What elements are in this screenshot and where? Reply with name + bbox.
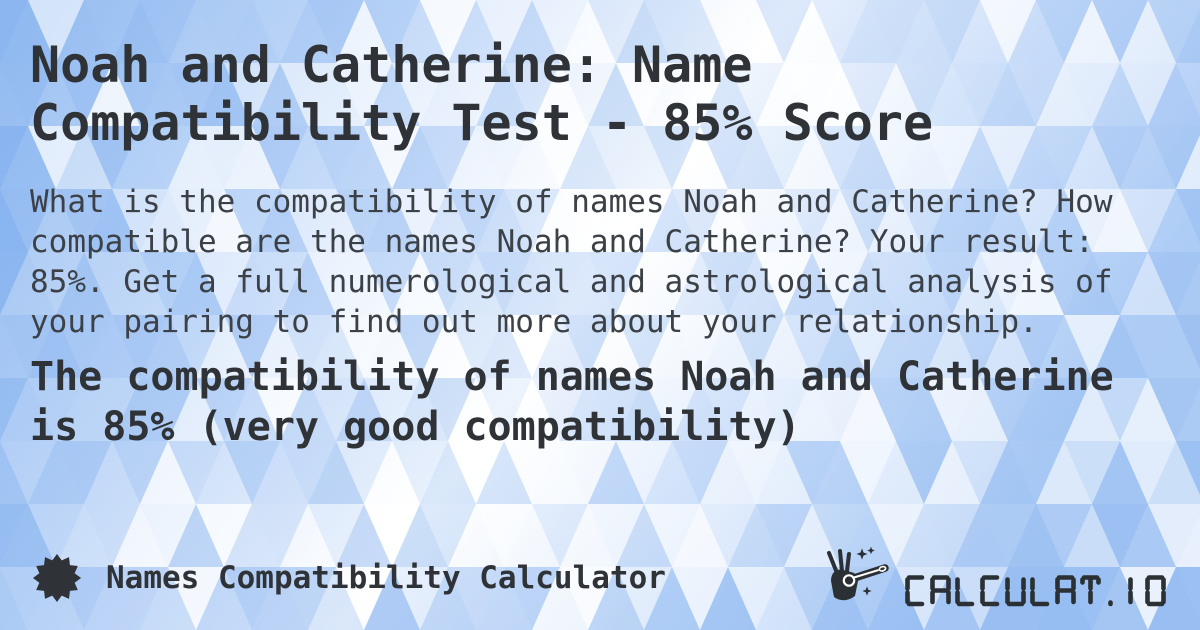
calculator-brand: Names Compatibility Calculator bbox=[32, 553, 666, 603]
footer: Names Compatibility Calculator bbox=[32, 546, 1170, 610]
calculatio-logo bbox=[821, 547, 1170, 609]
content: Noah and Catherine: Name Compatibility T… bbox=[30, 36, 1170, 452]
starburst-icon bbox=[32, 553, 82, 603]
calculatio-logo-text bbox=[905, 575, 1166, 607]
result-statement: The compatibility of names Noah and Cath… bbox=[30, 354, 1114, 450]
page-title: Noah and Catherine: Name Compatibility T… bbox=[30, 36, 934, 152]
calculator-label: Names Compatibility Calculator bbox=[106, 560, 666, 596]
magic-wand-hand-icon bbox=[827, 547, 889, 601]
description-text: What is the compatibility of names Noah … bbox=[30, 184, 1113, 340]
